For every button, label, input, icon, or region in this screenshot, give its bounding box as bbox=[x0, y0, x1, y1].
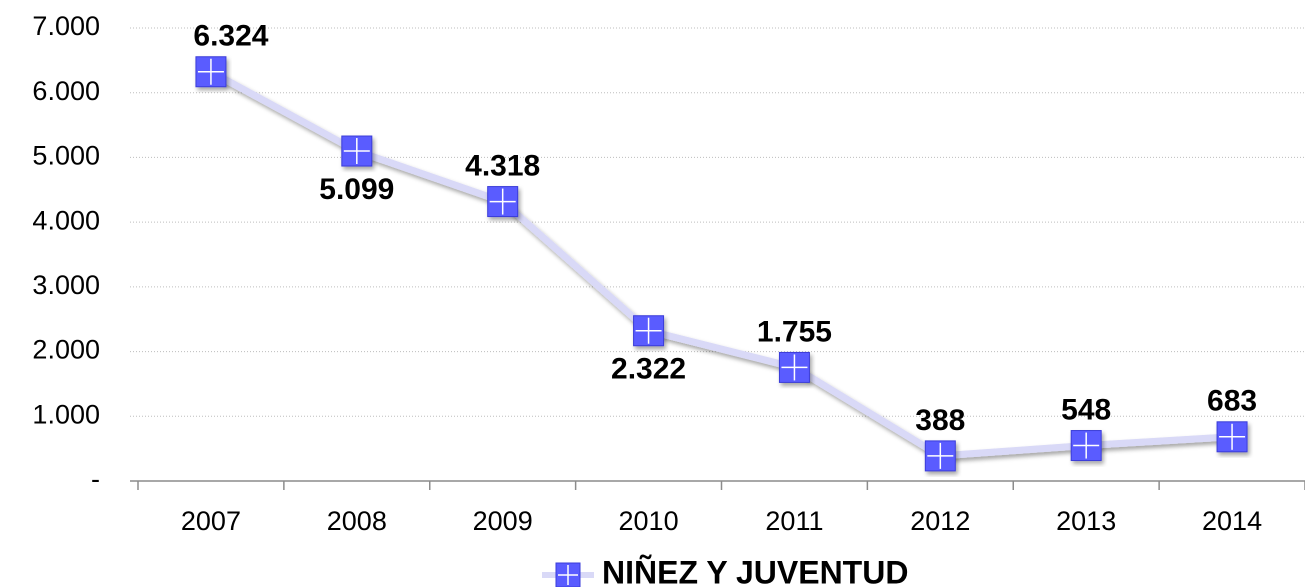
x-tick-label: 2009 bbox=[473, 506, 533, 536]
data-label: 2.322 bbox=[611, 353, 686, 386]
data-label: 548 bbox=[1061, 393, 1111, 426]
data-point bbox=[487, 186, 519, 218]
data-point bbox=[778, 351, 810, 383]
y-tick-label: 6.000 bbox=[32, 76, 100, 106]
legend-label: NIÑEZ Y JUVENTUD bbox=[602, 554, 908, 587]
legend-marker bbox=[555, 562, 581, 587]
data-label: 4.318 bbox=[465, 149, 540, 182]
data-point bbox=[341, 135, 373, 167]
x-tick-label: 2010 bbox=[619, 506, 679, 536]
data-label: 683 bbox=[1207, 385, 1257, 418]
x-tick-label: 2014 bbox=[1202, 506, 1262, 536]
y-tick-label: 2.000 bbox=[32, 335, 100, 365]
series-line bbox=[209, 68, 1233, 460]
data-point bbox=[633, 315, 665, 347]
x-tick-label: 2011 bbox=[765, 506, 823, 536]
x-tick-label: 2007 bbox=[181, 506, 241, 536]
y-tick-label: 5.000 bbox=[32, 141, 100, 171]
x-tick-label: 2012 bbox=[910, 506, 970, 536]
data-point bbox=[1216, 421, 1248, 453]
data-label: 388 bbox=[915, 404, 965, 437]
y-tick-label: 3.000 bbox=[32, 270, 100, 300]
y-tick-label: 1.000 bbox=[32, 399, 100, 429]
y-tick-label: - bbox=[91, 464, 100, 494]
data-label: 5.099 bbox=[319, 173, 394, 206]
data-label: 1.755 bbox=[757, 315, 832, 348]
y-tick-label: 7.000 bbox=[32, 11, 100, 41]
x-tick-label: 2008 bbox=[327, 506, 387, 536]
x-tick-label: 2013 bbox=[1056, 506, 1116, 536]
y-tick-label: 4.000 bbox=[32, 205, 100, 235]
data-point bbox=[1070, 430, 1102, 462]
data-point bbox=[924, 440, 956, 472]
data-label: 6.324 bbox=[193, 20, 268, 53]
data-point bbox=[195, 56, 227, 88]
